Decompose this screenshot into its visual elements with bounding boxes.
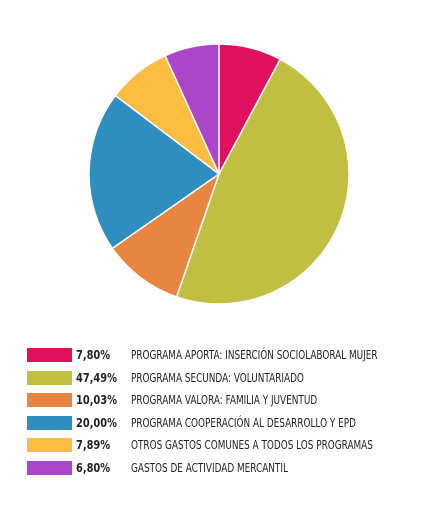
legend-swatch [27,438,72,453]
legend-swatch [27,348,72,363]
legend-label: PROGRAMA APORTA: INSERCIÓN SOCIOLABORAL … [131,348,378,363]
legend-label: PROGRAMA COOPERACIÓN AL DESARROLLO Y EPD [131,415,356,430]
legend-label: PROGRAMA SECUNDA: VOLUNTARIADO [131,370,304,385]
legend-label: PROGRAMA VALORA: FAMILIA Y JUVENTUD [131,393,318,408]
pie-slice [175,58,350,305]
legend-label: GASTOS DE ACTIVIDAD MERCANTIL [131,460,288,475]
legend-item: 10,03% PROGRAMA VALORA: FAMILIA Y JUVENT… [27,389,432,412]
legend-swatch [27,370,72,385]
legend-swatch [27,460,72,475]
legend-value: 20,00% [76,415,117,430]
legend-item: 7,80% PROGRAMA APORTA: INSERCIÓN SOCIOLA… [27,344,432,367]
legend-value: 6,80% [76,460,111,475]
legend-item: 6,80% GASTOS DE ACTIVIDAD MERCANTIL [27,457,432,480]
pie-chart [88,43,350,305]
legend-swatch [27,393,72,408]
legend-swatch [27,415,72,430]
legend-value: 7,89% [76,438,111,453]
legend-item: 7,89% OTROS GASTOS COMUNES A TODOS LOS P… [27,434,432,457]
legend-value: 7,80% [76,348,111,363]
pie-slice [111,173,220,298]
pie-slice [164,43,220,175]
pie-slice [88,94,220,250]
legend-item: 20,00% PROGRAMA COOPERACIÓN AL DESARROLL… [27,412,432,435]
legend-value: 47,49% [76,370,117,385]
legend-label: OTROS GASTOS COMUNES A TODOS LOS PROGRAM… [131,438,373,453]
legend-value: 10,03% [76,393,117,408]
chart-legend: 7,80% PROGRAMA APORTA: INSERCIÓN SOCIOLA… [27,344,432,479]
legend-item: 47,49% PROGRAMA SECUNDA: VOLUNTARIADO [27,367,432,390]
